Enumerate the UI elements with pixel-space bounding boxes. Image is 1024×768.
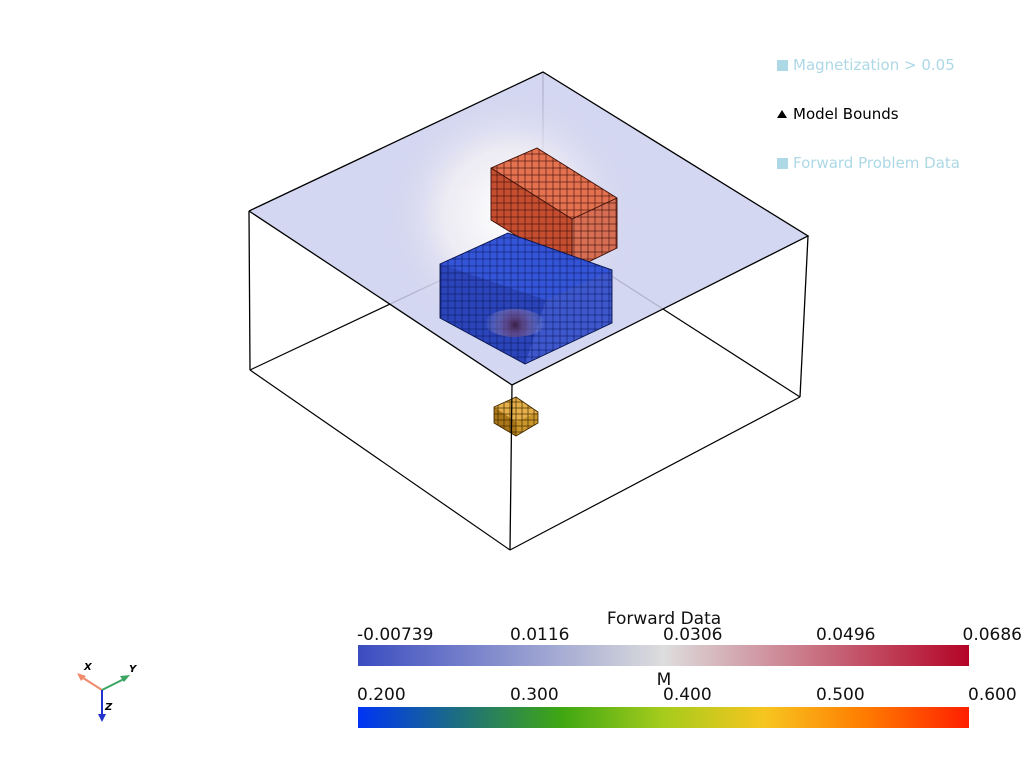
forward-data-colorbar-title: Forward Data xyxy=(606,609,722,629)
anomaly-dip xyxy=(485,309,545,337)
magnetization-tick-label: 0.500 xyxy=(816,685,865,705)
y-axis-arrow xyxy=(120,675,130,682)
legend-entry-forward-data: Forward Problem Data xyxy=(777,154,960,172)
forward-tick-label: -0.00739 xyxy=(357,625,434,645)
square-icon xyxy=(777,59,788,71)
magnetization-colorbar-title: M xyxy=(656,670,672,690)
magnetization-tick-label: 0.600 xyxy=(968,685,1017,705)
magnetization-tick-label: 0.300 xyxy=(510,685,559,705)
orientation-axes-widget xyxy=(77,673,130,722)
forward-data-colorbar xyxy=(358,645,969,666)
forward-tick-label: 0.0306 xyxy=(663,625,723,645)
magnetization-tick-label: 0.400 xyxy=(663,685,712,705)
legend-entry-model-bounds: Model Bounds xyxy=(777,105,899,123)
low-magnetization-block xyxy=(439,232,613,365)
y-axis-label: Y xyxy=(129,664,137,675)
triangle-icon xyxy=(777,110,787,118)
forward-tick-label: 0.0496 xyxy=(816,625,876,645)
square-icon xyxy=(777,157,788,169)
forward-tick-label: 0.0686 xyxy=(962,625,1022,645)
legend-label: Forward Problem Data xyxy=(793,154,960,172)
z-axis-label: Z xyxy=(105,702,113,713)
legend-label: Magnetization > 0.05 xyxy=(793,56,955,74)
legend-entry-magnetization: Magnetization > 0.05 xyxy=(777,56,955,74)
x-axis-label: X xyxy=(84,662,92,673)
model-bounds-front-edges xyxy=(248,71,810,551)
x-axis-arrow xyxy=(77,673,86,681)
high-magnetization-block xyxy=(490,147,618,271)
small-magnetized-block xyxy=(493,396,539,437)
z-axis-arrow xyxy=(98,714,106,722)
magnetization-tick-label: 0.200 xyxy=(357,685,406,705)
forward-tick-label: 0.0116 xyxy=(510,625,570,645)
magnetization-colorbar xyxy=(358,707,969,728)
legend-label: Model Bounds xyxy=(793,105,899,123)
